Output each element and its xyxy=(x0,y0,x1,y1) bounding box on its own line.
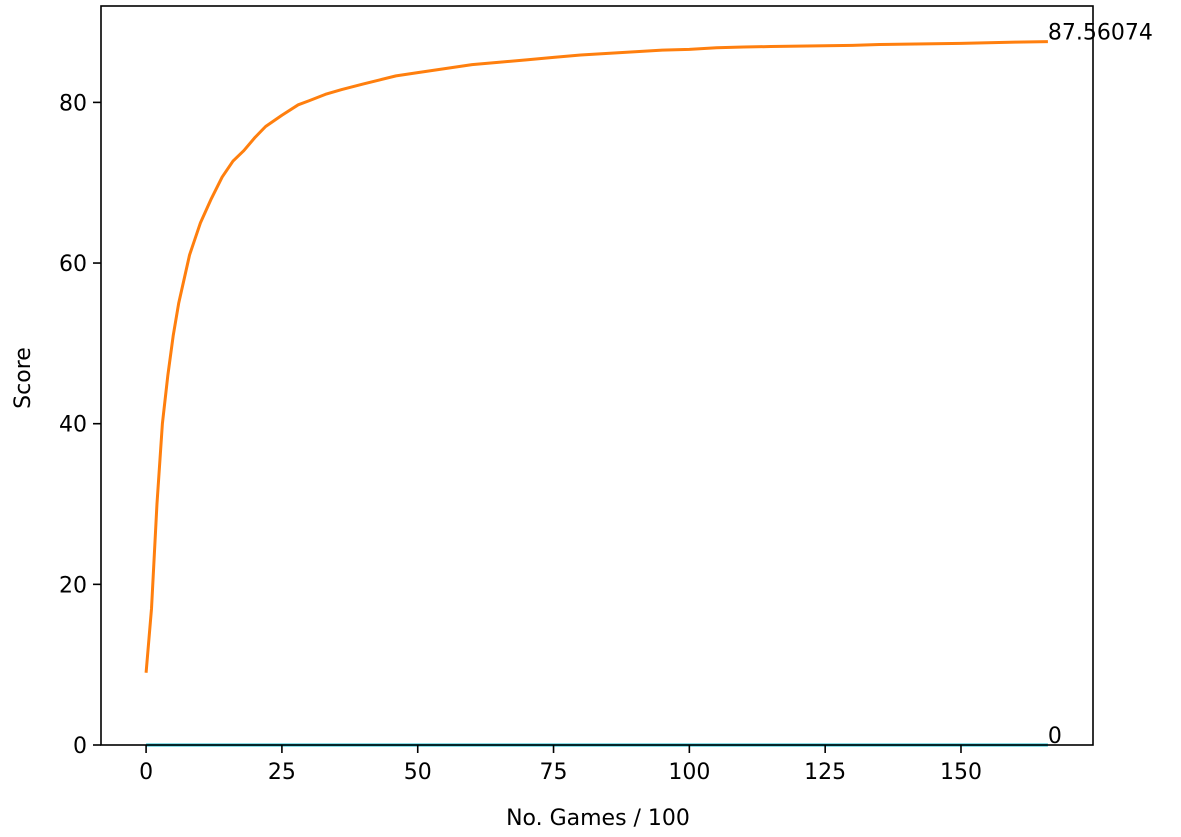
x-axis-ticks: 0 25 50 75 100 125 150 xyxy=(139,745,982,785)
y-tick-label: 20 xyxy=(59,573,87,598)
x-tick-label: 150 xyxy=(940,760,982,785)
x-tick-label: 25 xyxy=(268,760,296,785)
y-axis-ticks: 0 20 40 60 80 xyxy=(59,91,101,759)
x-axis-label: No. Games / 100 xyxy=(506,806,690,831)
end-value-label-0: 87.56074 xyxy=(1048,21,1153,46)
y-tick-label: 40 xyxy=(59,413,87,438)
x-tick-label: 50 xyxy=(404,760,432,785)
y-axis-label: Score xyxy=(11,347,36,409)
y-tick-label: 80 xyxy=(59,91,87,116)
x-tick-label: 125 xyxy=(804,760,846,785)
x-tick-label: 0 xyxy=(139,760,153,785)
plot-background xyxy=(101,6,1093,745)
y-tick-label: 0 xyxy=(73,734,87,759)
x-tick-label: 100 xyxy=(668,760,710,785)
x-tick-label: 75 xyxy=(540,760,568,785)
annotations: 87.56074 0 xyxy=(1048,21,1153,749)
plot-frame xyxy=(100,5,1094,746)
series-line-0 xyxy=(144,40,1048,673)
end-value-label-1: 0 xyxy=(1048,724,1062,749)
y-tick-label: 60 xyxy=(59,252,87,277)
